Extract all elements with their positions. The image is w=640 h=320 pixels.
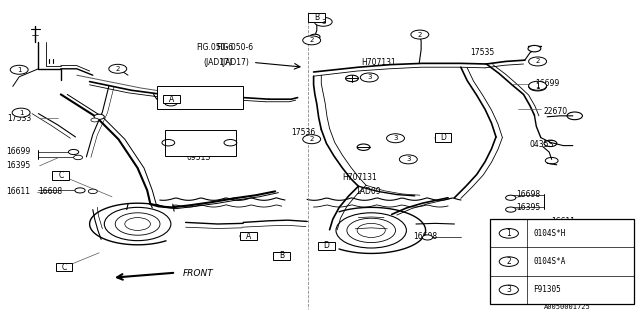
Circle shape [528, 45, 541, 52]
Circle shape [529, 81, 547, 90]
Text: 1AD09: 1AD09 [355, 188, 381, 196]
Bar [490, 219, 634, 304]
Text: FIG.050-6: FIG.050-6 [216, 43, 253, 52]
Circle shape [387, 134, 404, 143]
Text: 16611: 16611 [552, 217, 576, 226]
Circle shape [310, 34, 320, 39]
Bar [165, 130, 236, 156]
Circle shape [529, 82, 547, 91]
Text: 2: 2 [310, 136, 314, 142]
Text: 0104S*H: 0104S*H [533, 229, 566, 238]
Text: 16699: 16699 [535, 79, 559, 88]
Circle shape [12, 108, 30, 117]
Text: A0050001725: A0050001725 [544, 304, 591, 310]
Circle shape [506, 195, 516, 200]
Circle shape [529, 57, 547, 66]
Text: B: B [279, 252, 284, 260]
Text: 2: 2 [418, 32, 422, 37]
Circle shape [499, 285, 518, 295]
Text: 16698: 16698 [516, 190, 540, 199]
Circle shape [88, 189, 97, 194]
Text: 2: 2 [536, 59, 540, 64]
Bar [52, 171, 69, 180]
Circle shape [303, 36, 321, 45]
Text: 22670: 22670 [543, 107, 568, 116]
Circle shape [109, 64, 127, 73]
Circle shape [360, 73, 378, 82]
Bar [240, 232, 257, 240]
Text: D: D [440, 133, 446, 142]
Text: 1: 1 [506, 229, 511, 238]
Text: 3: 3 [506, 285, 511, 294]
Text: 17535: 17535 [470, 48, 495, 57]
Text: 3: 3 [406, 156, 411, 162]
Text: A: A [169, 95, 174, 104]
Text: 16608: 16608 [38, 188, 63, 196]
Text: 0435S: 0435S [530, 140, 554, 149]
Text: 3: 3 [393, 135, 398, 141]
Bar [308, 13, 325, 22]
Circle shape [94, 114, 104, 119]
Circle shape [314, 17, 332, 26]
Circle shape [435, 134, 451, 142]
Circle shape [411, 30, 429, 39]
Circle shape [506, 207, 516, 212]
Text: 16699: 16699 [6, 148, 31, 156]
Text: F91305: F91305 [533, 285, 561, 294]
Text: 0951S: 0951S [187, 153, 211, 162]
Text: 2: 2 [506, 257, 511, 266]
Text: 3: 3 [367, 75, 372, 80]
Text: B: B [314, 13, 319, 22]
Circle shape [499, 257, 518, 267]
Circle shape [68, 149, 79, 155]
Text: H707131: H707131 [362, 58, 396, 67]
Text: C: C [58, 171, 63, 180]
Bar [273, 252, 290, 260]
Text: 2: 2 [310, 37, 314, 43]
Text: 16395: 16395 [516, 203, 540, 212]
Text: (JAD17): (JAD17) [220, 58, 249, 67]
Text: 3: 3 [321, 19, 326, 25]
Circle shape [399, 155, 417, 164]
Circle shape [74, 155, 83, 160]
Circle shape [303, 135, 321, 144]
Text: F91305: F91305 [192, 92, 221, 100]
Circle shape [91, 118, 99, 122]
Text: 17533: 17533 [8, 114, 32, 123]
Circle shape [413, 31, 425, 36]
Circle shape [499, 228, 518, 238]
Text: 1: 1 [19, 110, 24, 116]
Text: FIG.050-6: FIG.050-6 [196, 43, 234, 52]
Text: 2: 2 [116, 66, 120, 72]
Text: 1: 1 [17, 67, 22, 73]
Text: 16608: 16608 [413, 232, 437, 241]
Circle shape [422, 235, 433, 240]
Bar [163, 95, 180, 103]
Text: 17536: 17536 [291, 128, 316, 137]
Bar [157, 86, 243, 109]
Text: C: C [61, 263, 67, 272]
Bar [56, 263, 72, 271]
Text: 1: 1 [535, 83, 540, 89]
Circle shape [10, 65, 28, 74]
Text: A: A [246, 232, 251, 241]
Bar [318, 242, 335, 250]
Text: H707131: H707131 [342, 173, 377, 182]
Bar [435, 133, 451, 142]
Text: 16395: 16395 [6, 161, 31, 170]
Text: 0104S*A: 0104S*A [533, 257, 566, 266]
Text: 16611: 16611 [6, 188, 31, 196]
Circle shape [75, 188, 85, 193]
Text: FRONT: FRONT [182, 269, 213, 278]
Text: (JAD17): (JAD17) [203, 58, 232, 67]
Text: 1: 1 [535, 82, 540, 91]
Text: D: D [323, 241, 330, 250]
